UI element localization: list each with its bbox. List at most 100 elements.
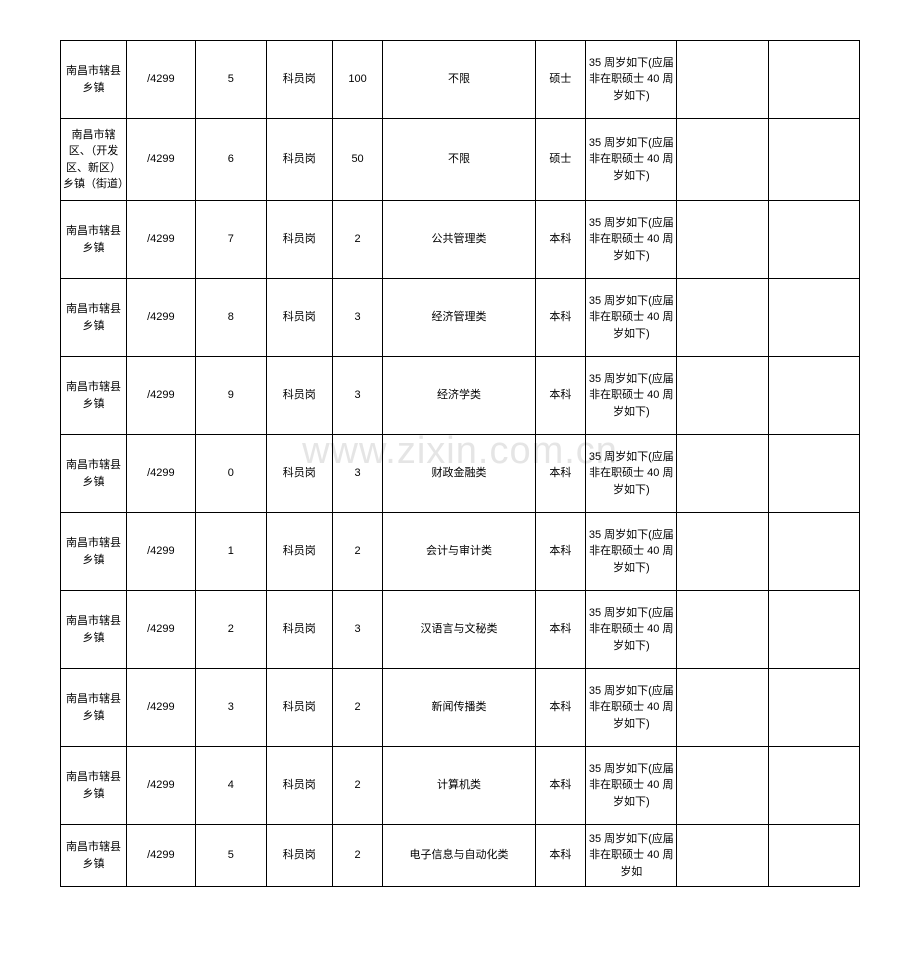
cell-extra2 [768,513,859,591]
cell-age: 35 周岁如下(应届非在职硕士 40 周岁如下) [586,119,677,201]
cell-post: 科员岗 [266,513,332,591]
cell-age: 35 周岁如下(应届非在职硕士 40 周岁如下) [586,591,677,669]
table-row: 南昌市辖县乡镇 /4299 0 科员岗 3 财政金融类 本科 35 周岁如下(应… [61,435,860,513]
cell-post: 科员岗 [266,41,332,119]
cell-edu: 本科 [535,513,586,591]
cell-extra2 [768,357,859,435]
cell-edu: 本科 [535,357,586,435]
cell-extra1 [677,747,768,825]
table-row: 南昌市辖县乡镇 /4299 3 科员岗 2 新闻传播类 本科 35 周岁如下(应… [61,669,860,747]
cell-count: 2 [332,747,383,825]
cell-org: 南昌市辖县乡镇 [61,747,127,825]
cell-code: /4299 [126,669,195,747]
cell-edu: 本科 [535,435,586,513]
cell-count: 2 [332,513,383,591]
cell-org: 南昌市辖县乡镇 [61,669,127,747]
cell-extra2 [768,41,859,119]
cell-extra2 [768,435,859,513]
cell-post: 科员岗 [266,669,332,747]
cell-edu: 本科 [535,279,586,357]
cell-major: 经济学类 [383,357,535,435]
cell-code: /4299 [126,279,195,357]
cell-seq: 5 [195,825,266,887]
cell-seq: 5 [195,41,266,119]
cell-post: 科员岗 [266,747,332,825]
cell-post: 科员岗 [266,357,332,435]
cell-count: 3 [332,591,383,669]
table-body: 南昌市辖县乡镇 /4299 5 科员岗 100 不限 硕士 35 周岁如下(应届… [61,41,860,887]
table-row: 南昌市辖县乡镇 /4299 5 科员岗 100 不限 硕士 35 周岁如下(应届… [61,41,860,119]
cell-code: /4299 [126,513,195,591]
cell-extra2 [768,119,859,201]
cell-count: 2 [332,201,383,279]
cell-major: 经济管理类 [383,279,535,357]
cell-seq: 0 [195,435,266,513]
cell-count: 3 [332,357,383,435]
table-row: 南昌市辖县乡镇 /4299 7 科员岗 2 公共管理类 本科 35 周岁如下(应… [61,201,860,279]
cell-major: 公共管理类 [383,201,535,279]
cell-edu: 本科 [535,825,586,887]
cell-age: 35 周岁如下(应届非在职硕士 40 周岁如下) [586,747,677,825]
cell-age: 35 周岁如下(应届非在职硕士 40 周岁如下) [586,279,677,357]
cell-code: /4299 [126,825,195,887]
cell-extra1 [677,279,768,357]
cell-count: 50 [332,119,383,201]
cell-age: 35 周岁如下(应届非在职硕士 40 周岁如下) [586,201,677,279]
cell-code: /4299 [126,201,195,279]
cell-major: 财政金融类 [383,435,535,513]
cell-edu: 本科 [535,747,586,825]
cell-edu: 本科 [535,201,586,279]
cell-edu: 本科 [535,669,586,747]
cell-seq: 2 [195,591,266,669]
cell-post: 科员岗 [266,119,332,201]
table-container: 南昌市辖县乡镇 /4299 5 科员岗 100 不限 硕士 35 周岁如下(应届… [60,40,860,887]
cell-major: 计算机类 [383,747,535,825]
cell-count: 3 [332,435,383,513]
table-row: 南昌市辖县乡镇 /4299 1 科员岗 2 会计与审计类 本科 35 周岁如下(… [61,513,860,591]
cell-org: 南昌市辖县乡镇 [61,357,127,435]
cell-age: 35 周岁如下(应届非在职硕士 40 周岁如下) [586,357,677,435]
table-row: 南昌市辖县乡镇 /4299 9 科员岗 3 经济学类 本科 35 周岁如下(应届… [61,357,860,435]
cell-major: 会计与审计类 [383,513,535,591]
cell-age: 35 周岁如下(应届非在职硕士 40 周岁如下) [586,435,677,513]
cell-edu: 硕士 [535,119,586,201]
cell-post: 科员岗 [266,201,332,279]
cell-org: 南昌市辖县乡镇 [61,279,127,357]
cell-count: 100 [332,41,383,119]
cell-seq: 4 [195,747,266,825]
cell-seq: 1 [195,513,266,591]
cell-seq: 3 [195,669,266,747]
cell-extra1 [677,669,768,747]
recruitment-table: 南昌市辖县乡镇 /4299 5 科员岗 100 不限 硕士 35 周岁如下(应届… [60,40,860,887]
cell-count: 2 [332,669,383,747]
cell-extra1 [677,591,768,669]
cell-major: 汉语言与文秘类 [383,591,535,669]
cell-major: 不限 [383,119,535,201]
cell-org: 南昌市辖县乡镇 [61,201,127,279]
cell-code: /4299 [126,357,195,435]
cell-extra1 [677,357,768,435]
cell-org: 南昌市辖县乡镇 [61,435,127,513]
cell-seq: 6 [195,119,266,201]
cell-age: 35 周岁如下(应届非在职硕士 40 周岁如 [586,825,677,887]
cell-age: 35 周岁如下(应届非在职硕士 40 周岁如下) [586,513,677,591]
cell-org: 南昌市辖县乡镇 [61,591,127,669]
cell-extra2 [768,201,859,279]
table-row: 南昌市辖区、（开发区、新区）乡镇（街道） /4299 6 科员岗 50 不限 硕… [61,119,860,201]
cell-major: 新闻传播类 [383,669,535,747]
cell-seq: 9 [195,357,266,435]
cell-extra2 [768,591,859,669]
table-row: 南昌市辖县乡镇 /4299 4 科员岗 2 计算机类 本科 35 周岁如下(应届… [61,747,860,825]
cell-org: 南昌市辖县乡镇 [61,41,127,119]
cell-code: /4299 [126,41,195,119]
cell-extra1 [677,435,768,513]
cell-extra1 [677,825,768,887]
cell-post: 科员岗 [266,591,332,669]
cell-extra1 [677,41,768,119]
cell-extra2 [768,669,859,747]
cell-code: /4299 [126,119,195,201]
cell-extra2 [768,747,859,825]
cell-extra2 [768,825,859,887]
cell-edu: 本科 [535,591,586,669]
cell-post: 科员岗 [266,825,332,887]
